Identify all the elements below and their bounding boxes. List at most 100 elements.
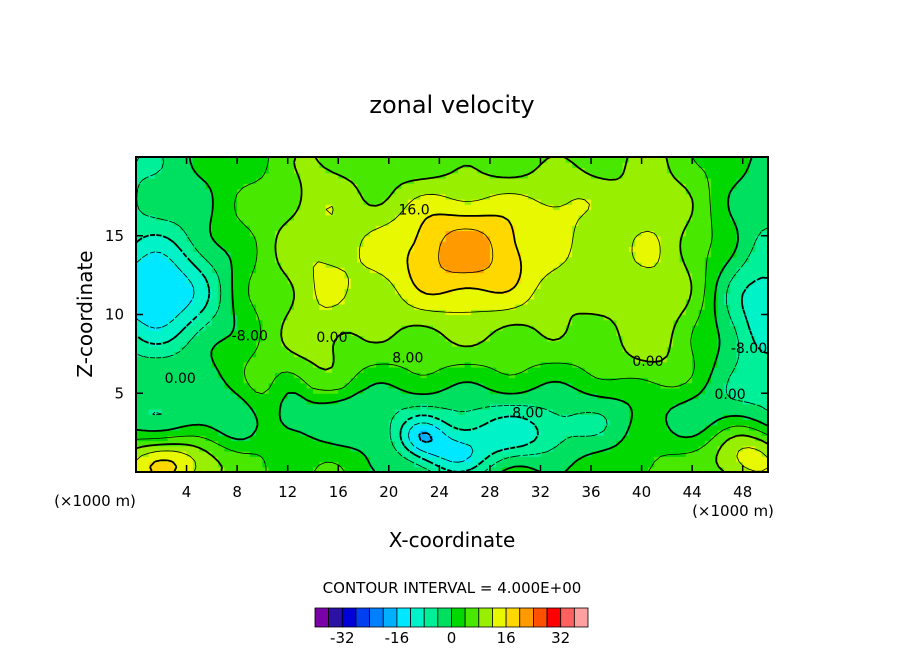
contour-cell (433, 314, 440, 321)
contour-cell (628, 440, 636, 447)
contour-cell (319, 393, 327, 400)
contour-cell (660, 393, 668, 400)
contour-cell (603, 356, 611, 363)
contour-cell (508, 424, 516, 431)
contour-cell (742, 246, 750, 253)
contour-cell (173, 419, 181, 426)
contour-cell (666, 309, 674, 316)
contour-cell (395, 235, 403, 242)
contour-cell (230, 382, 238, 389)
contour-cell (439, 372, 447, 379)
contour-cell (319, 440, 327, 447)
contour-cell (186, 335, 194, 342)
contour-cell (388, 319, 396, 326)
contour-cell (300, 304, 308, 310)
contour-cell (230, 356, 238, 363)
contour-cell (603, 398, 611, 405)
contour-cell (521, 262, 529, 268)
contour-cell (312, 214, 320, 221)
contour-cell (616, 451, 624, 457)
contour-cell (180, 225, 188, 232)
contour-cell (470, 340, 478, 347)
contour-cell (622, 398, 630, 405)
contour-cell (647, 351, 655, 358)
contour-cell (350, 430, 358, 436)
contour-cell (723, 235, 731, 242)
contour-cell (704, 361, 712, 368)
contour-cell (553, 382, 561, 389)
contour-cell (578, 346, 586, 352)
contour-cell (565, 214, 573, 221)
contour-cell (237, 419, 245, 426)
contour-cell (344, 346, 352, 352)
contour-cell (186, 262, 194, 268)
contour-cell (736, 220, 744, 226)
contour-cell (281, 272, 289, 279)
contour-cell (407, 430, 415, 436)
contour-cell (148, 414, 156, 421)
contour-cell (673, 288, 681, 295)
contour-cell (698, 456, 706, 463)
contour-cell (382, 409, 390, 415)
contour-cell (294, 272, 301, 279)
contour-cell (685, 277, 693, 284)
contour-cell (578, 393, 586, 400)
contour-cell (565, 256, 573, 263)
contour-cell (281, 235, 289, 242)
contour-cell (363, 267, 371, 274)
contour-cell (281, 262, 289, 268)
contour-cell (142, 424, 150, 431)
contour-cell (458, 424, 466, 431)
contour-cell (262, 235, 270, 242)
contour-cell (546, 277, 554, 284)
contour-cell (243, 393, 251, 400)
contour-cell (736, 430, 744, 436)
contour-cell (414, 451, 421, 457)
contour-cell (673, 382, 681, 389)
contour-cell (553, 220, 561, 226)
contour-cell (180, 230, 188, 237)
contour-cell (565, 361, 573, 368)
contour-cell (211, 214, 219, 221)
contour-cell (420, 346, 428, 352)
contour-cell (224, 209, 232, 216)
contour-cell (294, 361, 301, 368)
contour-cell (154, 267, 162, 274)
contour-cell (426, 430, 434, 436)
contour-cell (439, 393, 447, 400)
contour-cell (496, 393, 504, 400)
contour-cell (395, 367, 403, 373)
contour-cell (723, 298, 731, 305)
contour-cell (749, 283, 756, 289)
contour-cell (224, 325, 232, 331)
contour-cell (508, 361, 516, 368)
contour-cell (508, 403, 516, 410)
contour-cell (534, 377, 542, 384)
contour-cell (382, 293, 390, 300)
contour-cell (711, 377, 719, 384)
contour-cell (344, 272, 352, 279)
contour-cell (268, 409, 276, 415)
contour-cell (647, 304, 655, 310)
contour-cell (610, 456, 617, 463)
contour-cell (300, 283, 308, 289)
contour-cell (489, 340, 497, 347)
contour-cell (136, 430, 143, 436)
contour-cell (211, 235, 219, 242)
contour-cell (211, 409, 219, 415)
contour-cell (414, 361, 421, 368)
contour-cell (192, 424, 200, 431)
contour-cell (673, 230, 681, 237)
contour-cell (237, 382, 245, 389)
contour-cell (154, 251, 162, 258)
contour-cell (369, 246, 377, 253)
contour-cell (483, 409, 491, 415)
contour-cell (679, 456, 687, 463)
contour-cell (521, 309, 529, 316)
contour-cell (395, 225, 403, 232)
contour-cell (527, 367, 535, 373)
contour-cell (540, 241, 548, 247)
contour-cell (616, 267, 624, 274)
contour-cell (483, 430, 491, 436)
contour-cell (433, 335, 440, 342)
